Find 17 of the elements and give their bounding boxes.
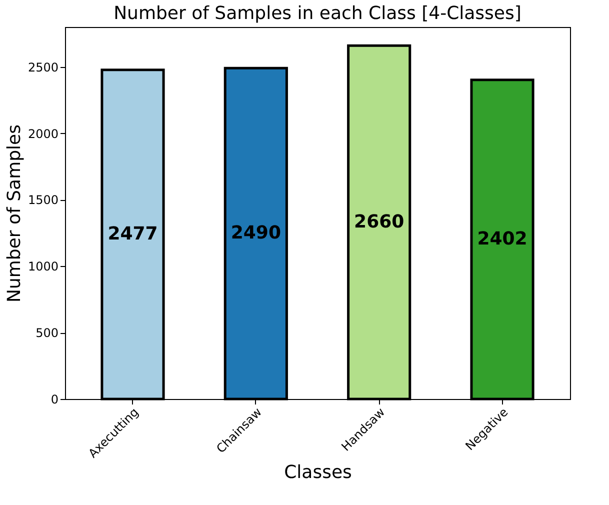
chart-title: Number of Samples in each Class [4-Classes]	[114, 3, 522, 24]
data-label: 2477	[108, 223, 158, 244]
y-axis-title: Number of Samples	[4, 124, 25, 302]
bar	[470, 78, 534, 400]
y-tick-label: 1500	[28, 193, 58, 208]
bar	[100, 68, 165, 400]
y-tick-label: 2000	[28, 126, 58, 141]
bar	[347, 44, 412, 400]
y-tick-label: 2500	[28, 60, 58, 74]
y-tick-label: 0	[50, 392, 58, 406]
y-tick-label: 500	[36, 326, 58, 340]
x-axis-title: Classes	[284, 462, 352, 483]
data-label: 2660	[354, 211, 404, 232]
bar	[224, 66, 288, 400]
data-label: 2490	[230, 222, 281, 244]
data-label: 2402	[477, 228, 528, 250]
y-tick-label: 1000	[28, 260, 58, 274]
